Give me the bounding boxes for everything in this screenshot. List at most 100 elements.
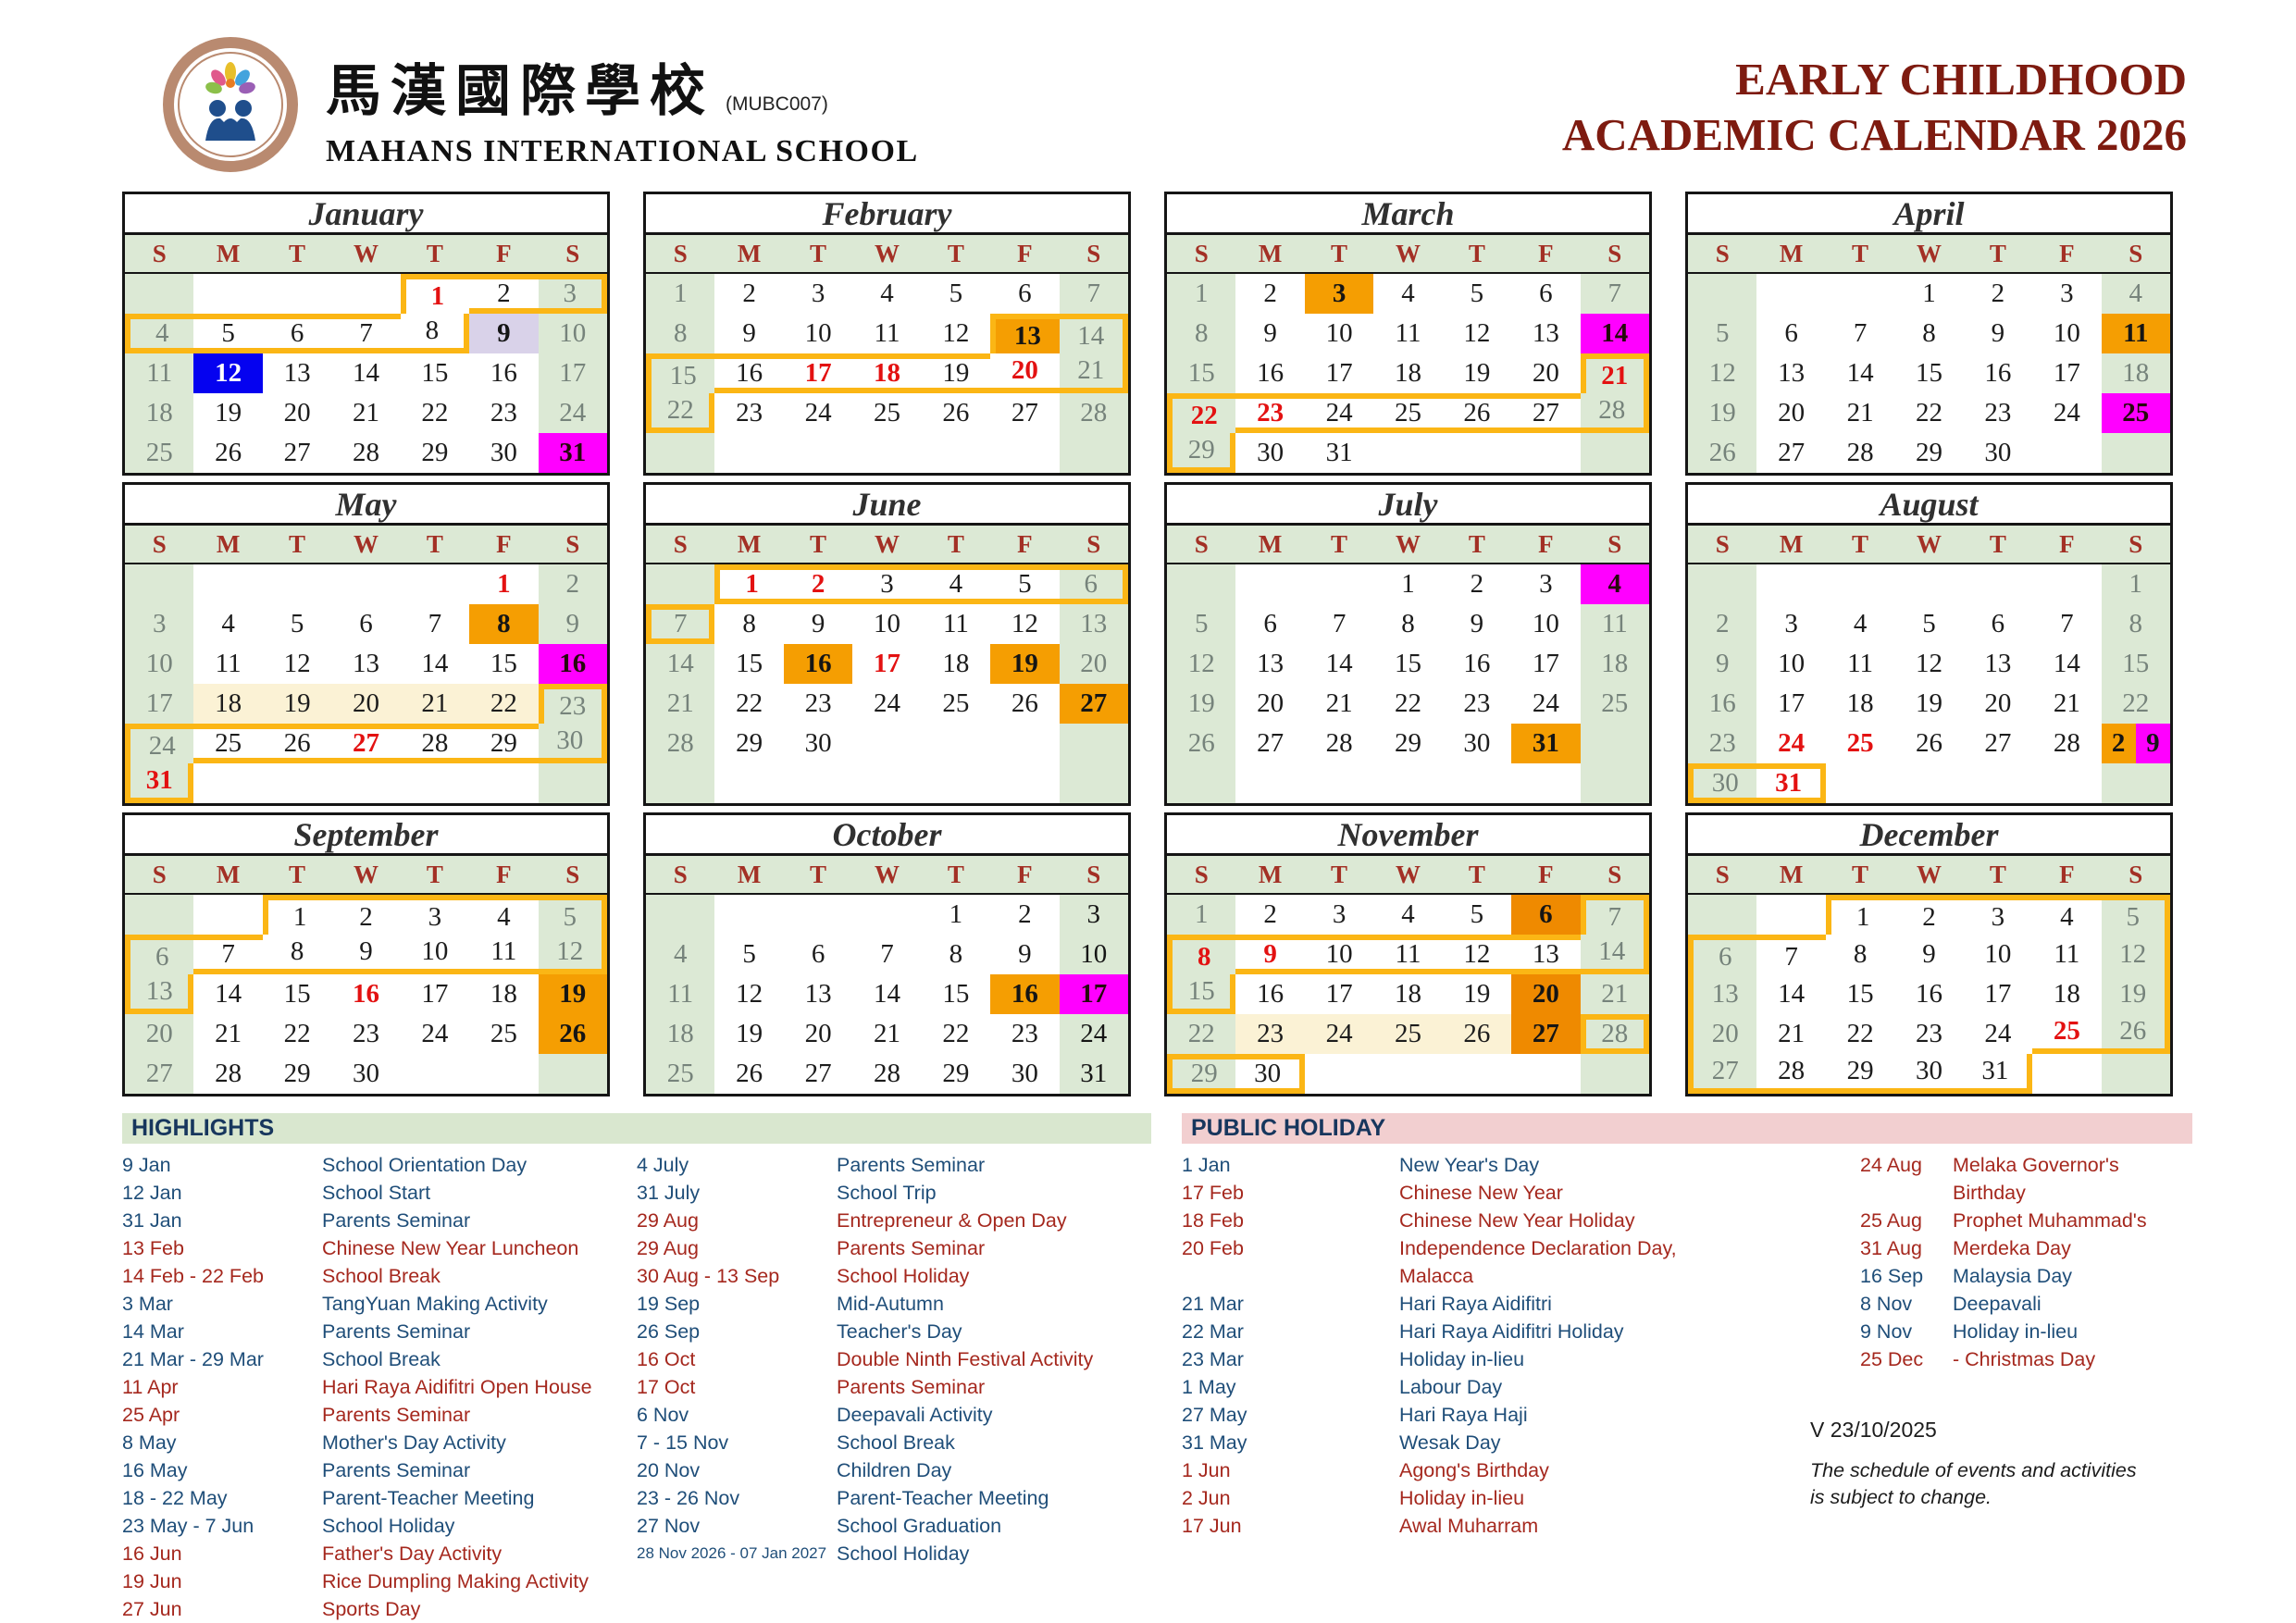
event-name: Deepavali Activity	[837, 1404, 993, 1426]
event-name: Awal Muharram	[1399, 1515, 1539, 1537]
event-row: 23 Mar Holiday in-lieu	[1182, 1345, 1860, 1373]
event-row: 19 Jun Rice Dumpling Making Activity	[122, 1567, 637, 1595]
day-cell: 17	[1778, 688, 1806, 718]
day-cell	[1580, 1054, 1649, 1094]
event-row: 25 Aug Prophet Muhammad's	[1860, 1207, 2192, 1234]
day-cell: 15	[283, 979, 311, 1009]
day-cell	[193, 895, 262, 935]
event-row: 23 - 26 Nov Parent-Teacher Meeting	[637, 1484, 1151, 1512]
weekday-letter: W	[874, 529, 900, 558]
event-name: Independence Declaration Day, Malacca	[1399, 1237, 1677, 1287]
day-cell: 22	[469, 684, 539, 724]
day-cell	[401, 564, 469, 604]
day-cell	[1443, 1054, 1511, 1094]
day-cell: 30	[804, 728, 832, 758]
day-cell: 6	[125, 935, 194, 974]
weekday-letter: T	[1852, 529, 1869, 558]
event-name: Parents Seminar	[322, 1320, 471, 1343]
day-cell: 11	[1373, 935, 1443, 974]
day-cell: 19	[990, 644, 1060, 684]
day-cell: 5	[290, 609, 304, 638]
day-cell: 19	[538, 974, 607, 1014]
weekday-letter: S	[1607, 860, 1622, 888]
event-row: 31 Aug Merdeka Day	[1860, 1234, 2192, 1262]
month-title: April	[1688, 194, 2170, 235]
day-cell: 4	[1401, 279, 1415, 308]
day-cell: 21	[1580, 974, 1649, 1014]
event-date: 4 July	[637, 1154, 689, 1176]
day-cell: 18	[942, 649, 970, 678]
day-cell: 6	[1018, 279, 1032, 308]
day-cell: 15	[2101, 644, 2170, 684]
weekday-letter: M	[216, 529, 241, 558]
day-cell: 22	[1846, 1019, 1874, 1048]
month-december: December S M T W T F S 1 2 3 4 5 6 7 8 9 10 11 12 13 14 15 16 17…	[1685, 812, 2173, 1096]
day-cell: 1	[1401, 569, 1415, 599]
day-cell: 23	[1235, 393, 1305, 433]
day-cell: 18	[852, 353, 922, 393]
day-cell: 13	[283, 358, 311, 388]
day-cell	[1511, 763, 1580, 803]
day-cell: 23	[1984, 398, 2012, 427]
weekday-letter: T	[289, 860, 306, 888]
day-cell: 27	[1011, 398, 1038, 427]
day-cell: 28	[2053, 728, 2080, 758]
event-row: 1 Jan New Year's Day	[1182, 1151, 1860, 1179]
day-cell	[1826, 274, 1894, 314]
event-row: 8 Nov Deepavali	[1860, 1290, 2192, 1318]
day-cell: 7	[1059, 274, 1128, 314]
event-date: 26 Sep	[637, 1320, 701, 1343]
day-cell: 20	[1688, 1014, 1757, 1054]
day-cell: 30	[1984, 438, 2012, 467]
month-body: 1 2 3 4 5 6 7 8 9 10 11 12 13 14 15 16 17 18 19 20 21 22 23 24 2…	[1167, 895, 1649, 1094]
weekday-letter: M	[1779, 239, 1804, 267]
day-cell: 4	[1853, 609, 1868, 638]
day-cell: 25	[942, 688, 970, 718]
day-cell: 25	[125, 433, 194, 473]
event-row: 14 Mar Parents Seminar	[122, 1318, 637, 1345]
day-cell: 31	[1511, 724, 1581, 763]
event-date: 9 Jan	[122, 1154, 171, 1176]
day-cell	[2032, 564, 2101, 604]
day-cell: 15	[421, 358, 449, 388]
day-cell: 8	[646, 314, 715, 353]
day-cell: 17	[421, 979, 449, 1009]
day-cell: 29	[1167, 433, 1236, 473]
day-cell: 10	[400, 935, 470, 974]
day-cell: 15	[736, 649, 763, 678]
weekday-letter: W	[1916, 860, 1942, 888]
day-cell: 14	[1846, 358, 1874, 388]
day-cell: 23	[1915, 1019, 1942, 1048]
event-date: 21 Mar - 29 Mar	[122, 1348, 264, 1370]
day-cell	[2032, 433, 2101, 473]
day-cell: 23	[1688, 724, 1757, 763]
day-cell: 21	[1778, 1019, 1806, 1048]
event-name: TangYuan Making Activity	[322, 1293, 548, 1315]
event-date: 18 - 22 May	[122, 1487, 228, 1509]
day-cell: 16	[538, 644, 607, 684]
day-cell: 29	[942, 1059, 970, 1088]
day-cell: 1	[1922, 279, 1936, 308]
day-cell	[263, 564, 331, 604]
day-cell: 10	[538, 314, 607, 353]
month-body: 1 2 3 4 5 6 7 8 9 10 11 12 13 14 15 16 17 18 19 20 21 22 23 24 2…	[646, 564, 1128, 803]
day-cell: 13	[125, 974, 194, 1014]
day-cell: 24	[1984, 1019, 2012, 1048]
day-cell	[1059, 763, 1128, 803]
day-cell	[1443, 433, 1511, 473]
day-cell: 7	[193, 935, 263, 974]
day-cell: 2	[1894, 895, 1964, 935]
day-cell: 20	[1984, 688, 2012, 718]
day-cell: 28	[1846, 438, 1874, 467]
event-row: 21 Mar - 29 Mar School Break	[122, 1345, 637, 1373]
day-cell	[125, 564, 194, 604]
day-cell: 19	[215, 398, 242, 427]
day-cell: 14	[1580, 935, 1649, 974]
day-cell: 27	[1059, 684, 1128, 724]
day-cell: 24	[1532, 688, 1559, 718]
day-cell: 25	[1580, 684, 1649, 724]
month-title: July	[1167, 485, 1649, 526]
day-cell: 30	[538, 724, 607, 763]
